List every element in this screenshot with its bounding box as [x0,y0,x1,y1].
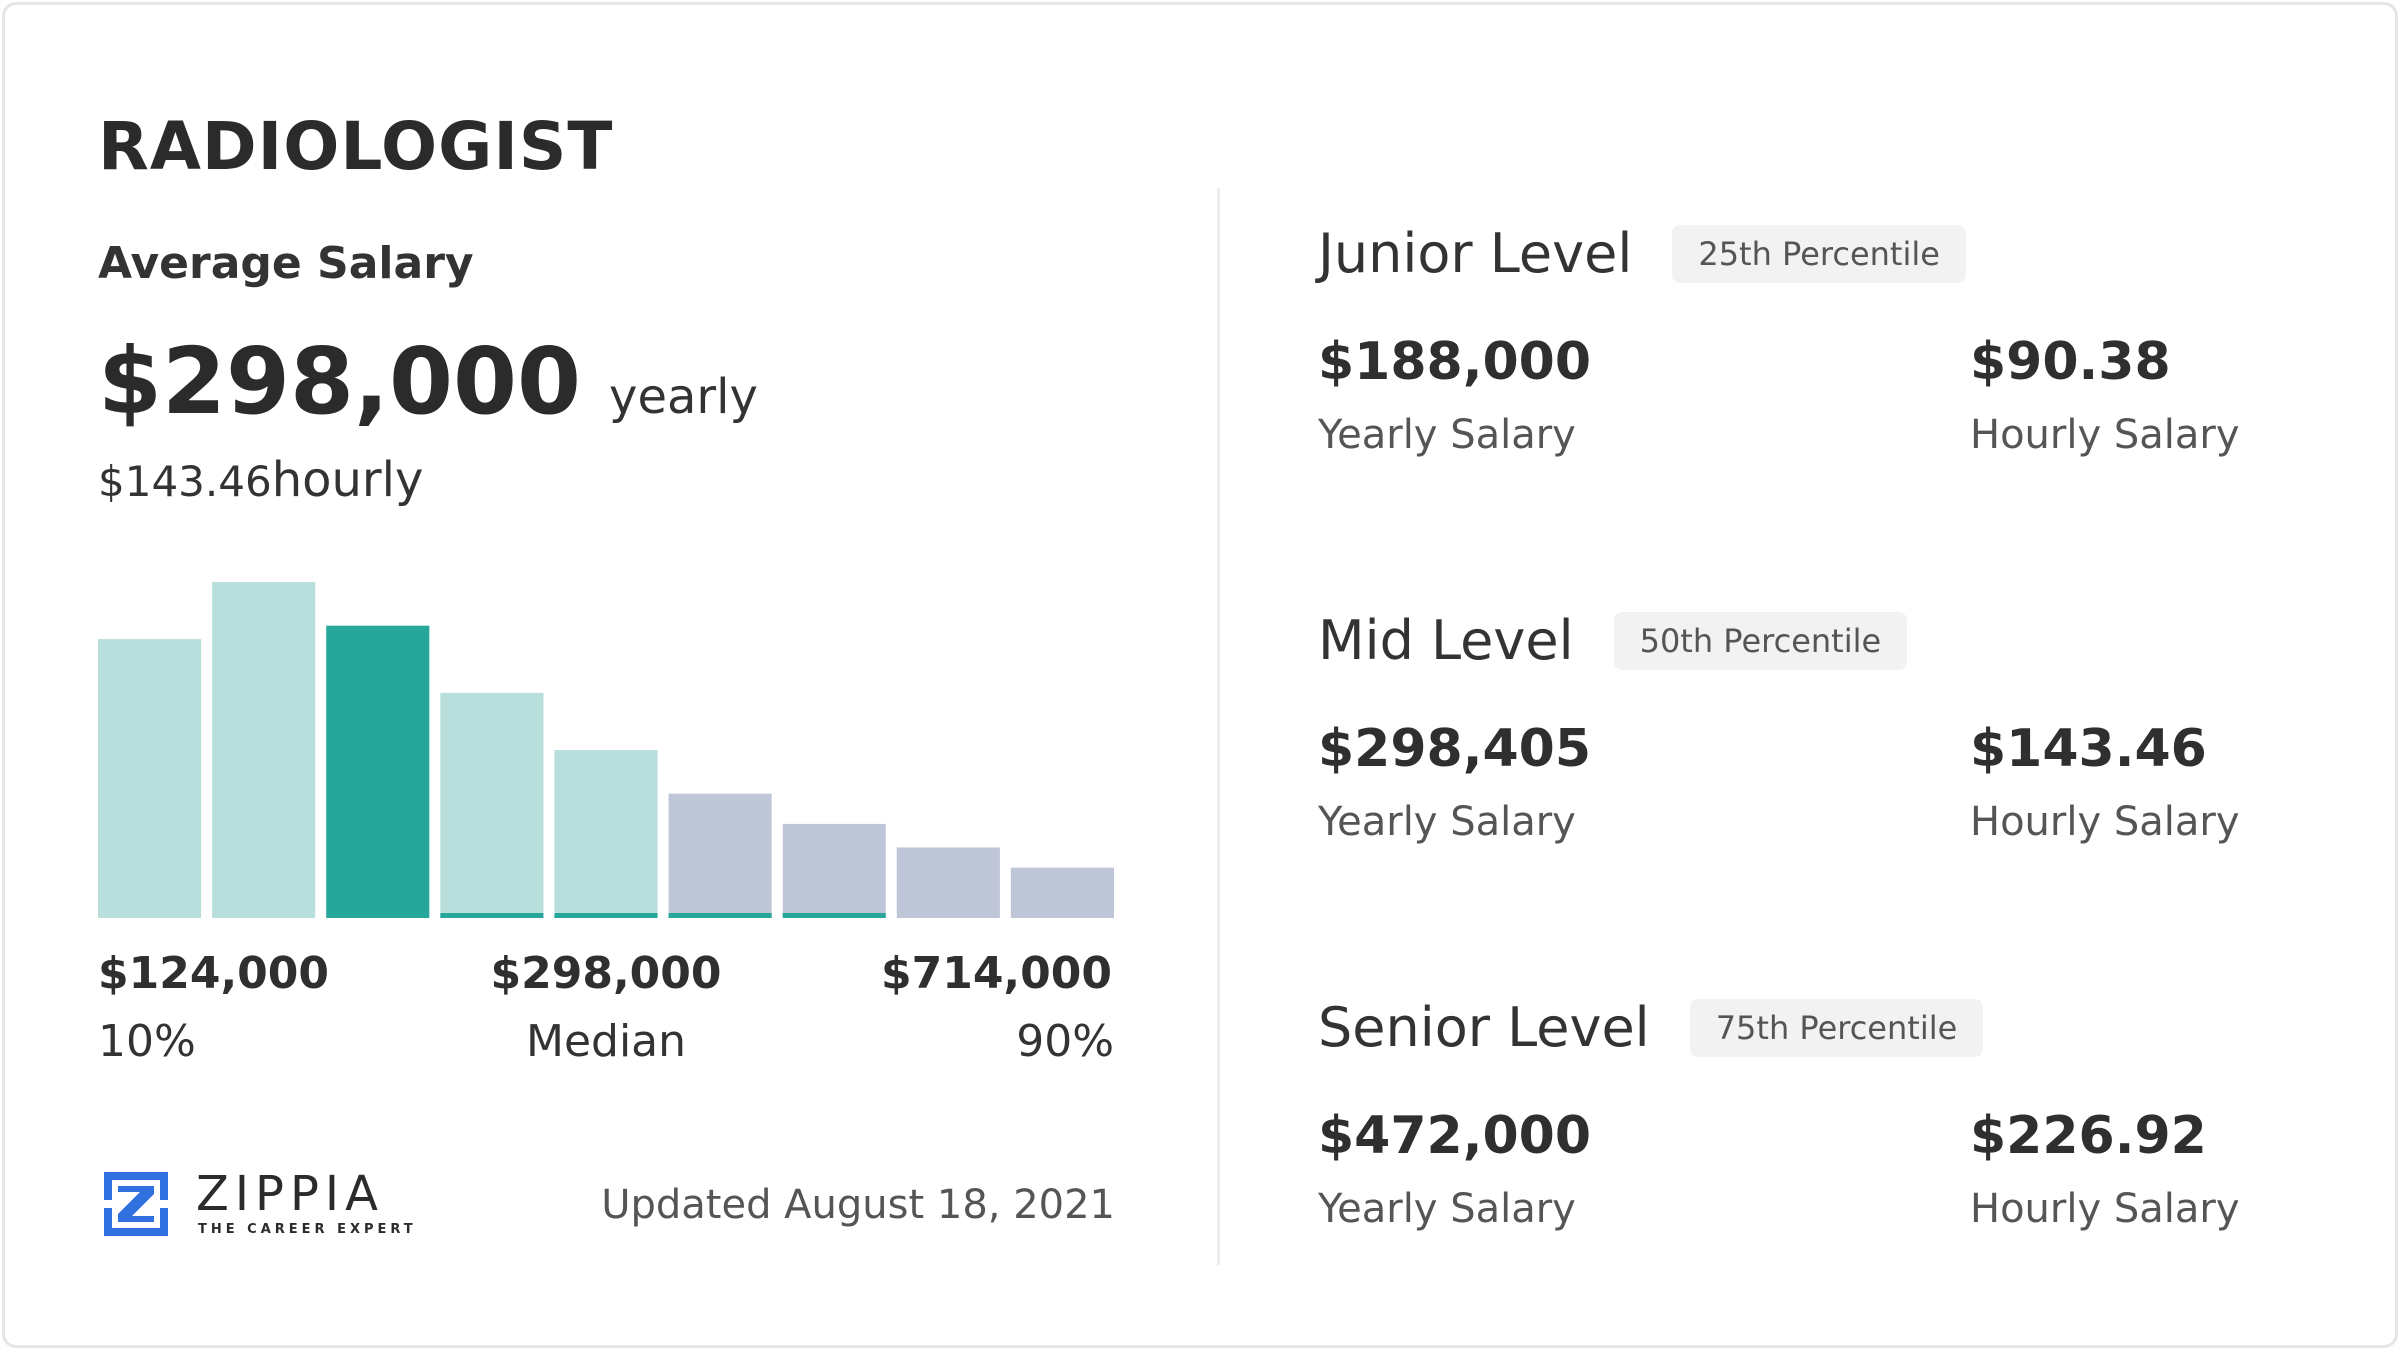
bar-underline [440,913,544,918]
mid-hourly-label: Hourly Salary [1970,799,2240,845]
updated-date: Updated August 18, 2021 [601,1182,1115,1228]
average-salary-label: Average Salary [98,238,474,289]
label-high-value: $714,000 [880,948,1112,999]
average-yearly-row: $298,000 yearly [98,328,758,435]
label-high-caption: 90% [1016,1016,1114,1067]
junior-hourly-value: $90.38 [1970,332,2171,392]
junior-yearly-value: $188,000 [1318,332,1592,392]
histogram-bar [554,750,658,918]
senior-yearly-label: Yearly Salary [1318,1186,1576,1232]
logo-tagline: THE CAREER EXPERT [198,1222,417,1237]
label-median-caption: Median [525,1016,687,1067]
junior-percentile-badge: 25th Percentile [1672,224,1966,283]
label-low-value: $124,000 [98,948,330,999]
divider [1217,188,1220,1265]
zippia-z-icon [104,1172,168,1236]
histogram-bar [212,582,316,918]
histogram-bar [440,692,544,918]
senior-hourly-label: Hourly Salary [1970,1186,2240,1232]
histogram-bar [896,847,1000,918]
label-low-caption: 10% [98,1016,196,1067]
bar-underline [668,913,772,918]
senior-level-title: Senior Level [1318,996,1650,1059]
junior-hourly-label: Hourly Salary [1970,412,2240,458]
salary-histogram [98,582,1114,918]
mid-level-header: Mid Level 50th Percentile [1318,609,1908,672]
histogram-bar [98,639,202,918]
junior-level-header: Junior Level 25th Percentile [1318,222,1966,285]
bar-underline [554,913,658,918]
mid-yearly-label: Yearly Salary [1318,799,1576,845]
senior-yearly-value: $472,000 [1318,1106,1592,1166]
average-hourly-value: $143.46 [98,457,272,506]
mid-percentile-badge: 50th Percentile [1613,611,1908,670]
mid-level-title: Mid Level [1318,609,1574,672]
bar-underline [782,913,886,918]
histogram-bar [1010,867,1114,918]
senior-hourly-value: $226.92 [1970,1106,2207,1166]
mid-yearly-value: $298,405 [1318,719,1592,779]
label-median-value: $298,000 [490,948,722,999]
junior-yearly-label: Yearly Salary [1318,412,1576,458]
histogram-bar [782,823,886,918]
logo-name: ZIPPIA [196,1166,384,1222]
histogram-bar [326,625,430,918]
average-yearly-value: $298,000 [98,328,582,435]
senior-percentile-badge: 75th Percentile [1689,998,1984,1057]
yearly-suffix: yearly [609,369,758,425]
junior-level-title: Junior Level [1318,222,1633,285]
hourly-suffix: hourly [271,452,424,508]
page-title: RADIOLOGIST [98,108,614,185]
senior-level-header: Senior Level 75th Percentile [1318,996,1984,1059]
zippia-logo: ZIPPIA THE CAREER EXPERT [102,1166,413,1242]
histogram-bar [668,793,772,918]
mid-hourly-value: $143.46 [1970,719,2207,779]
average-hourly: $143.46hourly [98,452,423,508]
